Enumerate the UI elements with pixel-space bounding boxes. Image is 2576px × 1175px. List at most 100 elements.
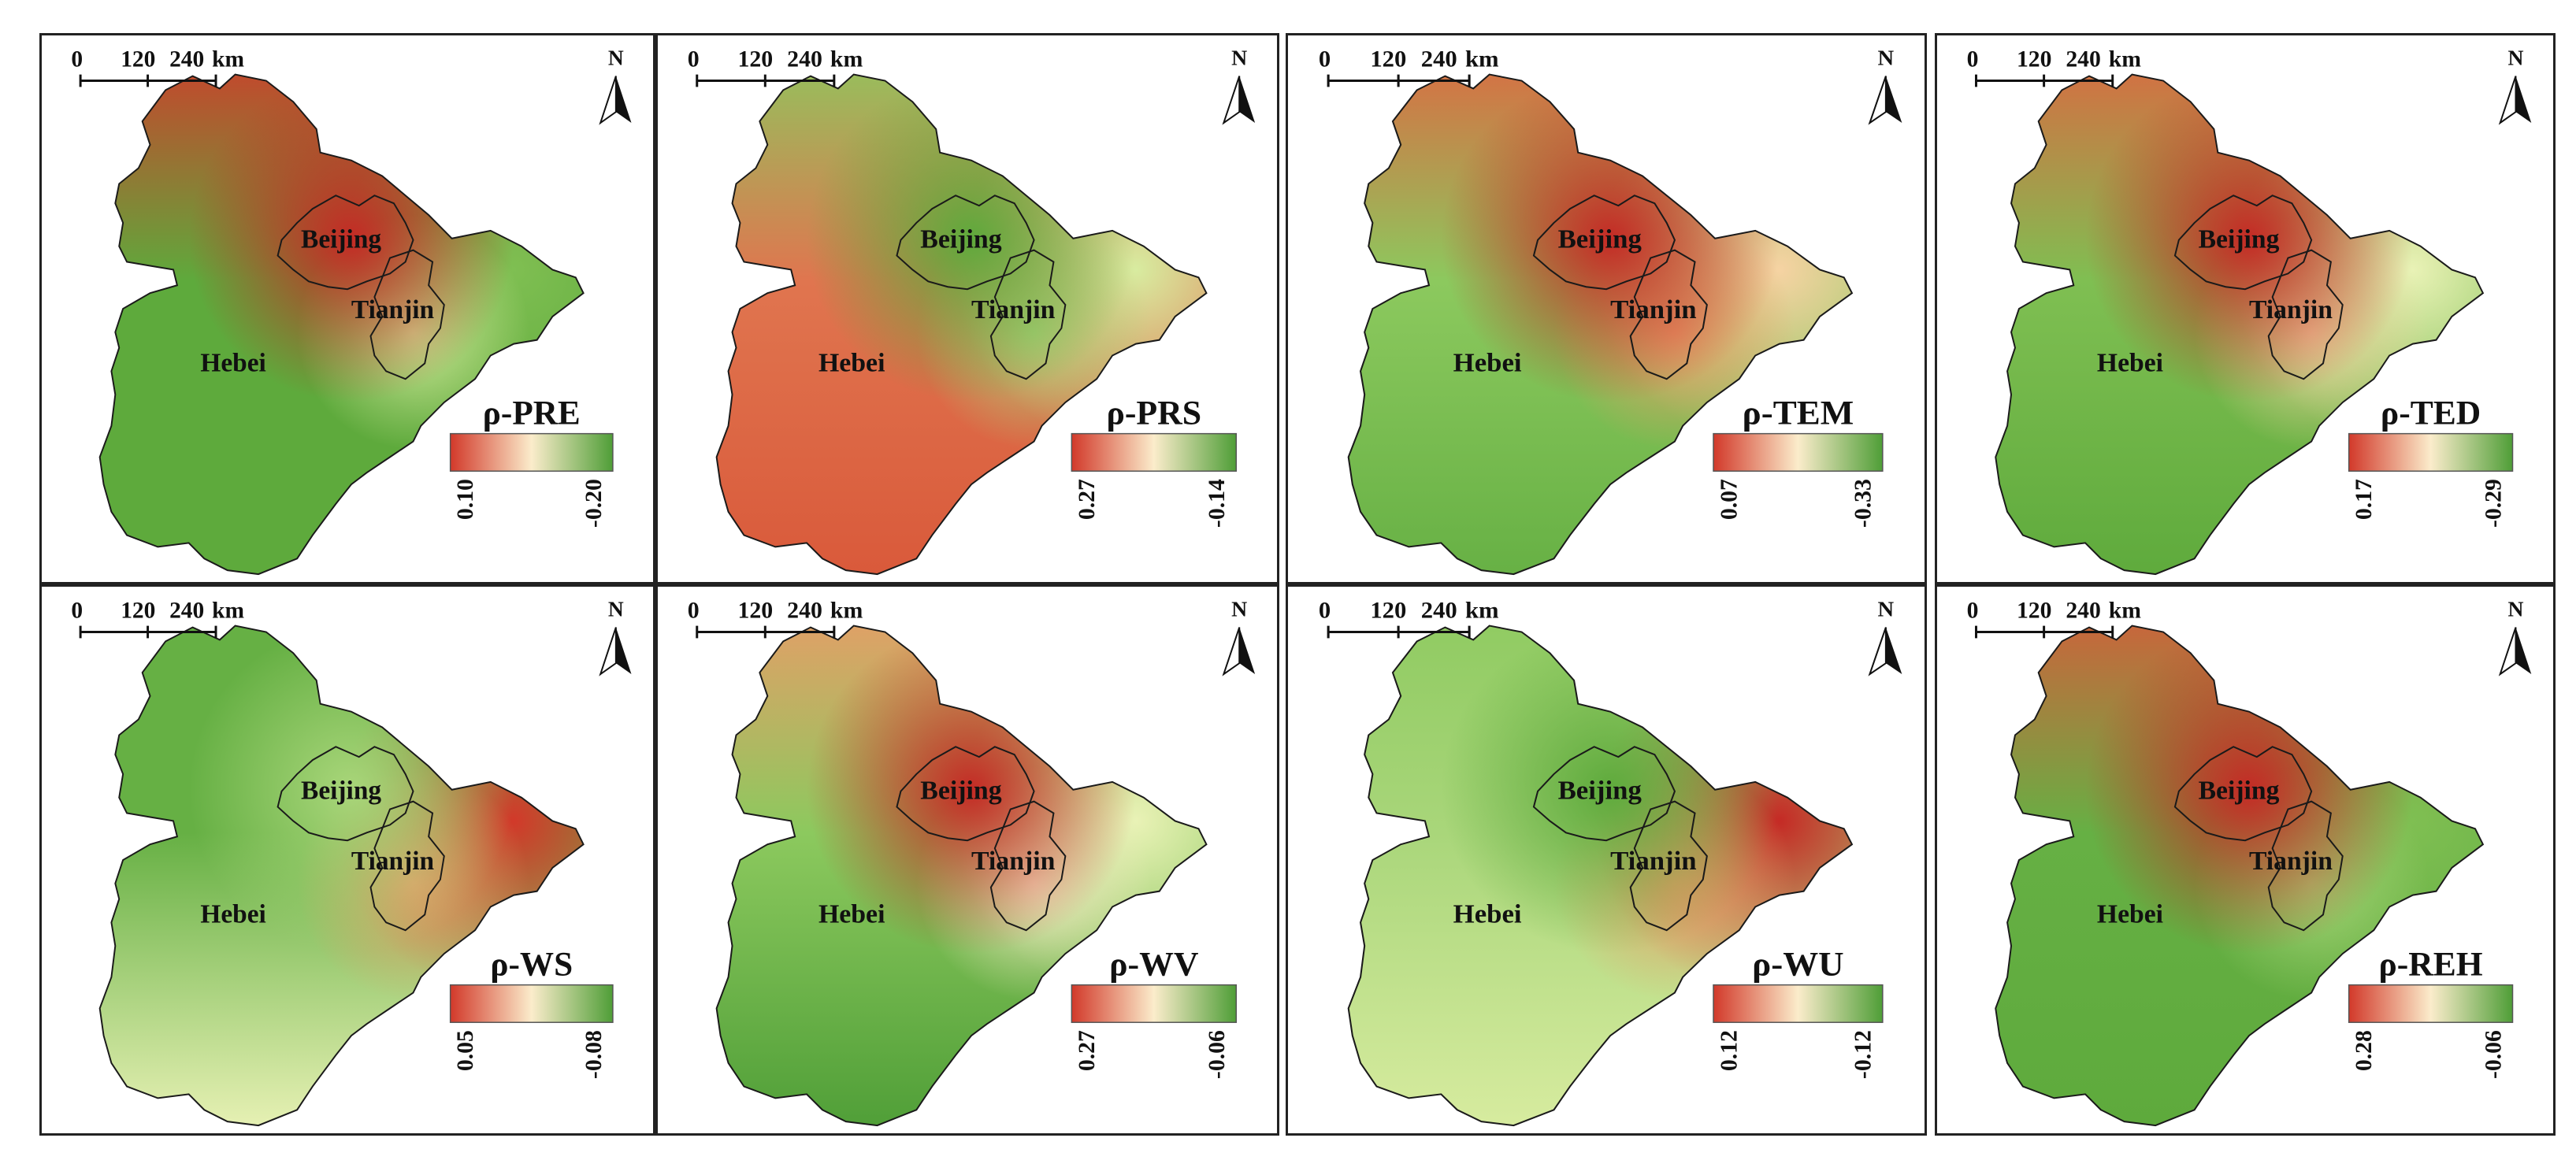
scale-bar: [696, 74, 836, 87]
scale-tick-0: 0: [688, 46, 700, 72]
north-arrow-icon: [615, 76, 632, 124]
scale-tick-120: 120: [121, 47, 155, 72]
north-arrow-icon: [1868, 627, 1887, 676]
region-label-tianjin: Tianjin: [2249, 295, 2333, 324]
scale-tick-120: 120: [2017, 47, 2052, 72]
north-arrow-icon: [1222, 627, 1241, 676]
north-arrow-icon: [2498, 76, 2517, 125]
region-label-tianjin: Tianjin: [1610, 846, 1697, 875]
scale-bar: [1327, 74, 1471, 87]
legend-max-label: -0.20: [581, 479, 607, 528]
tianjin-boundary: [989, 800, 1067, 932]
region-label-beijing: Beijing: [301, 777, 381, 806]
region-label-hebei: Hebei: [1453, 348, 1522, 377]
scale-tick-120: 120: [121, 599, 155, 624]
scale-tick-240: 240: [1421, 597, 1457, 623]
map-svg: Beijing Tianjin Hebei 0 120 240 km Nρ-WU 0.12 -0.…: [1319, 597, 1902, 1127]
scale-unit: km: [212, 47, 244, 72]
region-label-hebei: Hebei: [1453, 899, 1522, 929]
tianjin-boundary: [1629, 249, 1708, 380]
region-label-hebei: Hebei: [818, 348, 885, 377]
legend-max-label: -0.33: [1849, 479, 1876, 528]
scale-tick-0: 0: [71, 47, 83, 72]
north-arrow-icon: [615, 627, 632, 675]
tianjin-boundary: [1629, 800, 1708, 932]
north-arrow-icon: [1239, 627, 1256, 675]
scale-tick-0: 0: [1967, 47, 1979, 72]
region-label-beijing: Beijing: [2199, 777, 2280, 806]
scale-unit: km: [830, 598, 863, 624]
beijing-boundary: [1532, 195, 1676, 291]
hebei-boundary: [1347, 73, 1854, 576]
north-arrow-label: N: [1878, 598, 1895, 622]
north-arrow-icon: [599, 627, 617, 676]
legend-color-ramp: [1713, 432, 1884, 472]
region-label-beijing: Beijing: [920, 225, 1001, 254]
north-arrow-icon: [2515, 76, 2532, 124]
beijing-boundary: [277, 746, 414, 842]
map-svg: Beijing Tianjin Hebei 0 120 240 km Nρ-TED 0.17 -0…: [1967, 46, 2532, 576]
legend-title: ρ-REH: [2379, 946, 2483, 984]
map-svg: Beijing Tianjin Hebei 0 120 240 km Nρ-WS 0.05 -0.…: [71, 597, 632, 1127]
scale-tick-240: 240: [2066, 47, 2101, 72]
scale-tick-240: 240: [2066, 599, 2101, 624]
north-arrow-icon: [1239, 76, 1256, 124]
scale-unit: km: [2109, 599, 2141, 624]
map-svg: Beijing Tianjin Hebei 0 120 240 km Nρ-TEM 0.07 -0…: [1319, 46, 1902, 576]
scale-bar: [79, 74, 217, 87]
map-svg: Beijing Tianjin Hebei 0 120 240 km Nρ-PRE 0.10 -0…: [71, 46, 632, 576]
hebei-boundary: [98, 73, 585, 576]
scale-tick-240: 240: [169, 599, 204, 624]
legend-max-label: -0.29: [2481, 479, 2507, 528]
legend-max-label: -0.06: [2481, 1030, 2507, 1079]
beijing-boundary: [896, 195, 1035, 291]
hebei-boundary: [715, 73, 1208, 576]
region-label-tianjin: Tianjin: [351, 847, 435, 876]
scale-tick-0: 0: [1319, 46, 1331, 72]
north-arrow-icon: [1885, 627, 1902, 675]
north-arrow-label: N: [1878, 46, 1895, 71]
scale-tick-120: 120: [1370, 46, 1406, 72]
legend-title: ρ-WV: [1109, 946, 1199, 984]
scale-bar: [696, 625, 836, 639]
region-label-beijing: Beijing: [1558, 776, 1642, 805]
region-label-hebei: Hebei: [818, 899, 885, 929]
tianjin-boundary: [2267, 249, 2344, 380]
scale-tick-0: 0: [688, 598, 700, 624]
north-arrow-icon: [599, 76, 617, 125]
region-label-hebei: Hebei: [2097, 899, 2163, 929]
hebei-boundary: [715, 625, 1208, 1127]
tianjin-boundary: [2267, 800, 2344, 932]
scale-tick-240: 240: [1421, 46, 1457, 72]
legend-min-label: 0.12: [1715, 1030, 1743, 1071]
map-svg: Beijing Tianjin Hebei 0 120 240 km Nρ-PRS 0.27 -0…: [688, 46, 1256, 576]
scale-tick-240: 240: [787, 46, 822, 72]
beijing-boundary: [1532, 746, 1676, 842]
scale-tick-0: 0: [1319, 597, 1331, 623]
legend-max-label: -0.06: [1204, 1030, 1230, 1079]
legend-color-ramp: [2348, 984, 2514, 1023]
map-svg: Beijing Tianjin Hebei 0 120 240 km Nρ-WV 0.27 -0.…: [688, 598, 1256, 1127]
tianjin-boundary: [369, 800, 445, 932]
legend-title: ρ-WU: [1752, 945, 1844, 983]
legend-title: ρ-TEM: [1743, 394, 1854, 432]
region-label-tianjin: Tianjin: [1610, 295, 1697, 324]
legend-color-ramp: [1071, 984, 1238, 1023]
legend-title: ρ-PRS: [1106, 395, 1201, 432]
legend-min-label: 0.27: [1074, 1030, 1100, 1071]
north-arrow-label: N: [1231, 46, 1247, 71]
north-arrow-icon: [2498, 627, 2517, 676]
scale-tick-240: 240: [787, 598, 822, 624]
beijing-boundary: [896, 746, 1035, 842]
north-arrow-label: N: [2507, 46, 2523, 70]
region-label-tianjin: Tianjin: [971, 295, 1056, 324]
legend-min-label: 0.05: [453, 1030, 478, 1071]
north-arrow-label: N: [2507, 597, 2523, 621]
region-label-beijing: Beijing: [2199, 225, 2280, 254]
